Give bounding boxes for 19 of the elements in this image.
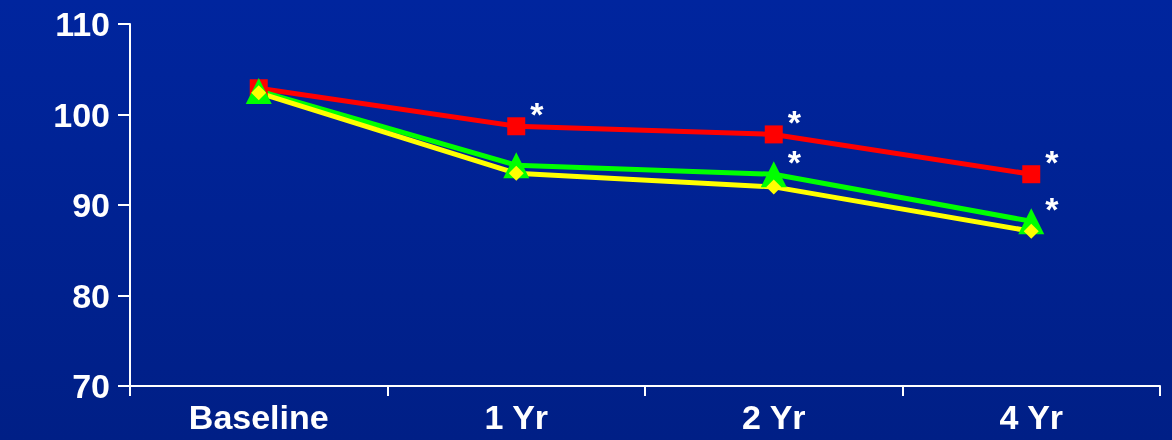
annotation: *: [1045, 190, 1060, 229]
x-tick-label: 4 Yr: [999, 398, 1064, 436]
y-tick-label: 110: [55, 5, 110, 43]
y-tick-label: 70: [72, 367, 110, 405]
annotation: *: [787, 103, 802, 142]
y-tick-label: 100: [53, 95, 110, 134]
x-tick-label: 2 Yr: [741, 398, 806, 436]
point: [1023, 223, 1039, 239]
annotation: *: [1045, 143, 1060, 182]
y-tick-label: 90: [72, 186, 110, 224]
x-tick-label: Baseline: [188, 398, 329, 436]
point: [507, 117, 526, 136]
point: [766, 179, 782, 195]
y-tick-label: 80: [72, 276, 110, 315]
point: [764, 125, 783, 144]
point: [1022, 165, 1041, 184]
x-tick-label: 1 Yr: [484, 398, 549, 436]
annotation: *: [787, 143, 802, 182]
annotation: *: [530, 95, 545, 134]
